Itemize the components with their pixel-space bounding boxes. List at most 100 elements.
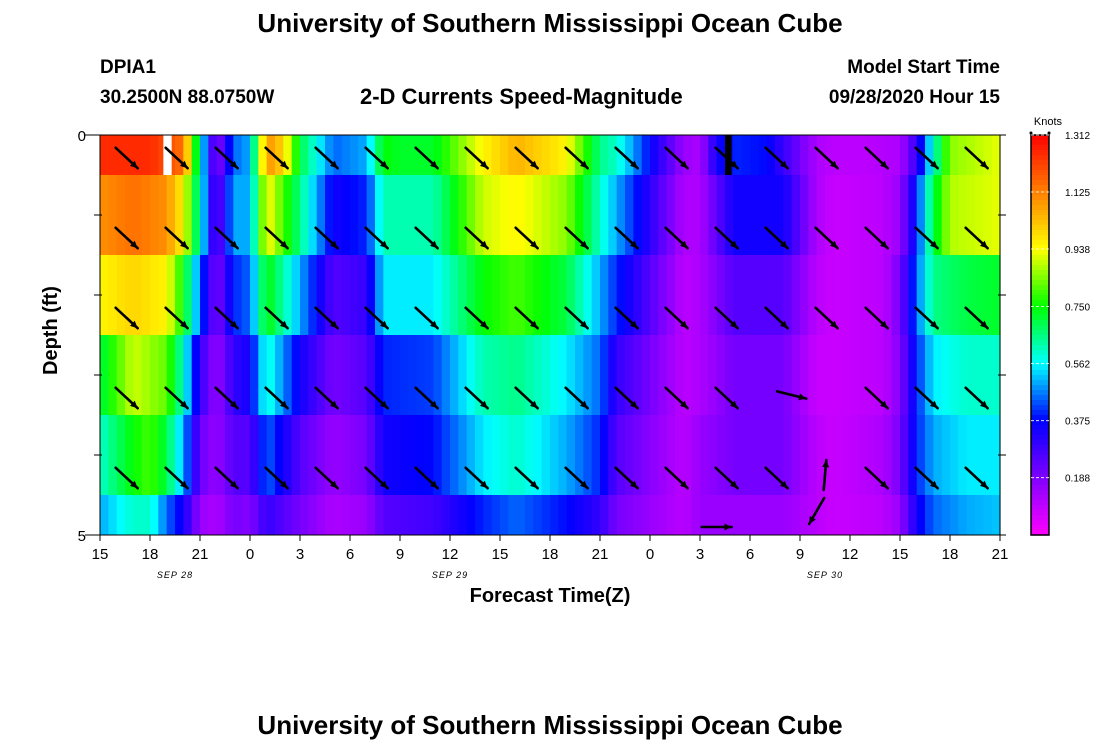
heatmap-cell — [341, 495, 351, 536]
heatmap-cell — [416, 255, 426, 336]
colorbar-swatch — [1031, 490, 1049, 496]
station-id: DPIA1 — [100, 57, 156, 78]
heatmap-cell — [450, 415, 459, 496]
heatmap-cell — [983, 415, 993, 496]
heatmap-cell — [391, 335, 401, 416]
y-tick-label: 5 — [78, 528, 86, 545]
heatmap-cell — [158, 255, 168, 336]
heatmap-cell — [600, 135, 609, 176]
heatmap-cell — [908, 495, 918, 536]
heatmap-cell — [675, 495, 684, 536]
heatmap-cell — [350, 135, 359, 176]
heatmap-cell — [683, 335, 693, 416]
current-vector — [264, 146, 289, 170]
heatmap-cell — [658, 495, 668, 536]
heatmap-cell — [600, 495, 609, 536]
heatmap-cell — [291, 335, 301, 416]
heatmap-cell — [975, 415, 984, 496]
colorbar-swatch — [1031, 325, 1049, 331]
heatmap-cell — [375, 175, 384, 256]
heatmap-cell — [625, 255, 634, 336]
heatmap-cell — [191, 175, 201, 256]
heatmap-cell — [850, 175, 859, 256]
heatmap-cell — [758, 335, 768, 416]
colorbar-swatch — [1031, 180, 1049, 186]
heatmap-cell — [708, 495, 718, 536]
heatmap-cell — [241, 255, 251, 336]
current-vector — [164, 306, 189, 330]
heatmap-cell — [233, 175, 243, 256]
heatmap-cell — [100, 415, 109, 496]
heatmap-cell — [758, 415, 768, 496]
colorbar-swatch — [1031, 275, 1049, 281]
heatmap-cell — [366, 415, 376, 496]
heatmap-cell — [375, 495, 384, 536]
heatmap-cell — [391, 175, 401, 256]
heatmap-cell — [291, 415, 301, 496]
heatmap-cell — [608, 335, 618, 416]
heatmap-cell — [666, 495, 676, 536]
colorbar-swatch — [1031, 370, 1049, 376]
heatmap-cell — [266, 175, 276, 256]
heatmap-cell — [941, 175, 951, 256]
current-vector — [614, 226, 639, 250]
heatmap-cell — [200, 495, 209, 536]
current-vector — [314, 146, 339, 170]
heatmap-cell — [350, 335, 359, 416]
heatmap-cell — [958, 495, 968, 536]
current-vector — [864, 226, 889, 250]
heatmap-cell — [208, 255, 218, 336]
heatmap-cell — [675, 175, 684, 256]
heatmap-cell — [675, 135, 684, 176]
colorbar-swatch — [1031, 295, 1049, 301]
heatmap-cell — [983, 495, 993, 536]
heatmap-cell — [425, 255, 434, 336]
heatmap-cell — [583, 135, 593, 176]
heatmap-cell — [308, 495, 318, 536]
heatmap-cell — [425, 495, 434, 536]
current-vector — [514, 466, 539, 490]
heatmap-cell — [750, 255, 759, 336]
heatmap-cell — [925, 495, 934, 536]
heatmap-cell — [375, 255, 384, 336]
colorbar-frame — [1030, 134, 1050, 536]
heatmap-cell — [166, 335, 176, 416]
heatmap-cell — [575, 175, 584, 256]
heatmap-cell — [300, 415, 309, 496]
current-vector — [914, 386, 939, 410]
heatmap-cell — [566, 335, 576, 416]
heatmap-cell — [900, 415, 909, 496]
heatmap-cell — [833, 495, 843, 536]
heatmap-cell — [575, 135, 584, 176]
current-vector — [364, 226, 389, 250]
heatmap-cell — [150, 255, 159, 336]
heatmap-cell — [925, 415, 934, 496]
current-vector — [814, 306, 839, 330]
current-vector — [264, 466, 289, 490]
heatmap-cell — [766, 175, 776, 256]
heatmap-cell — [641, 255, 651, 336]
footer-title: University of Southern Mississippi Ocean… — [257, 710, 843, 740]
colorbar-tick-label: 0.562 — [1065, 360, 1090, 371]
heatmap-cell — [958, 175, 968, 256]
heatmap-cell — [266, 415, 276, 496]
current-vector — [664, 226, 689, 250]
heatmap-cell — [233, 415, 243, 496]
heatmap-cell — [941, 335, 951, 416]
heatmap-cell — [366, 335, 376, 416]
heatmap-cell — [308, 175, 318, 256]
heatmap-cell — [258, 175, 268, 256]
heatmap-cell — [183, 135, 193, 176]
current-vector — [664, 466, 689, 490]
heatmap-cell — [216, 415, 226, 496]
heatmap-cell — [383, 175, 393, 256]
colorbar-tick-label: 0.375 — [1065, 417, 1090, 428]
heatmap-cell — [958, 135, 968, 176]
heatmap-cell — [841, 415, 851, 496]
heatmap-cell — [550, 175, 559, 256]
current-vector — [764, 306, 789, 330]
heatmap-cell — [633, 495, 643, 536]
current-vector — [164, 466, 189, 490]
heatmap-cell — [316, 255, 326, 336]
heatmap-cell — [641, 175, 651, 256]
